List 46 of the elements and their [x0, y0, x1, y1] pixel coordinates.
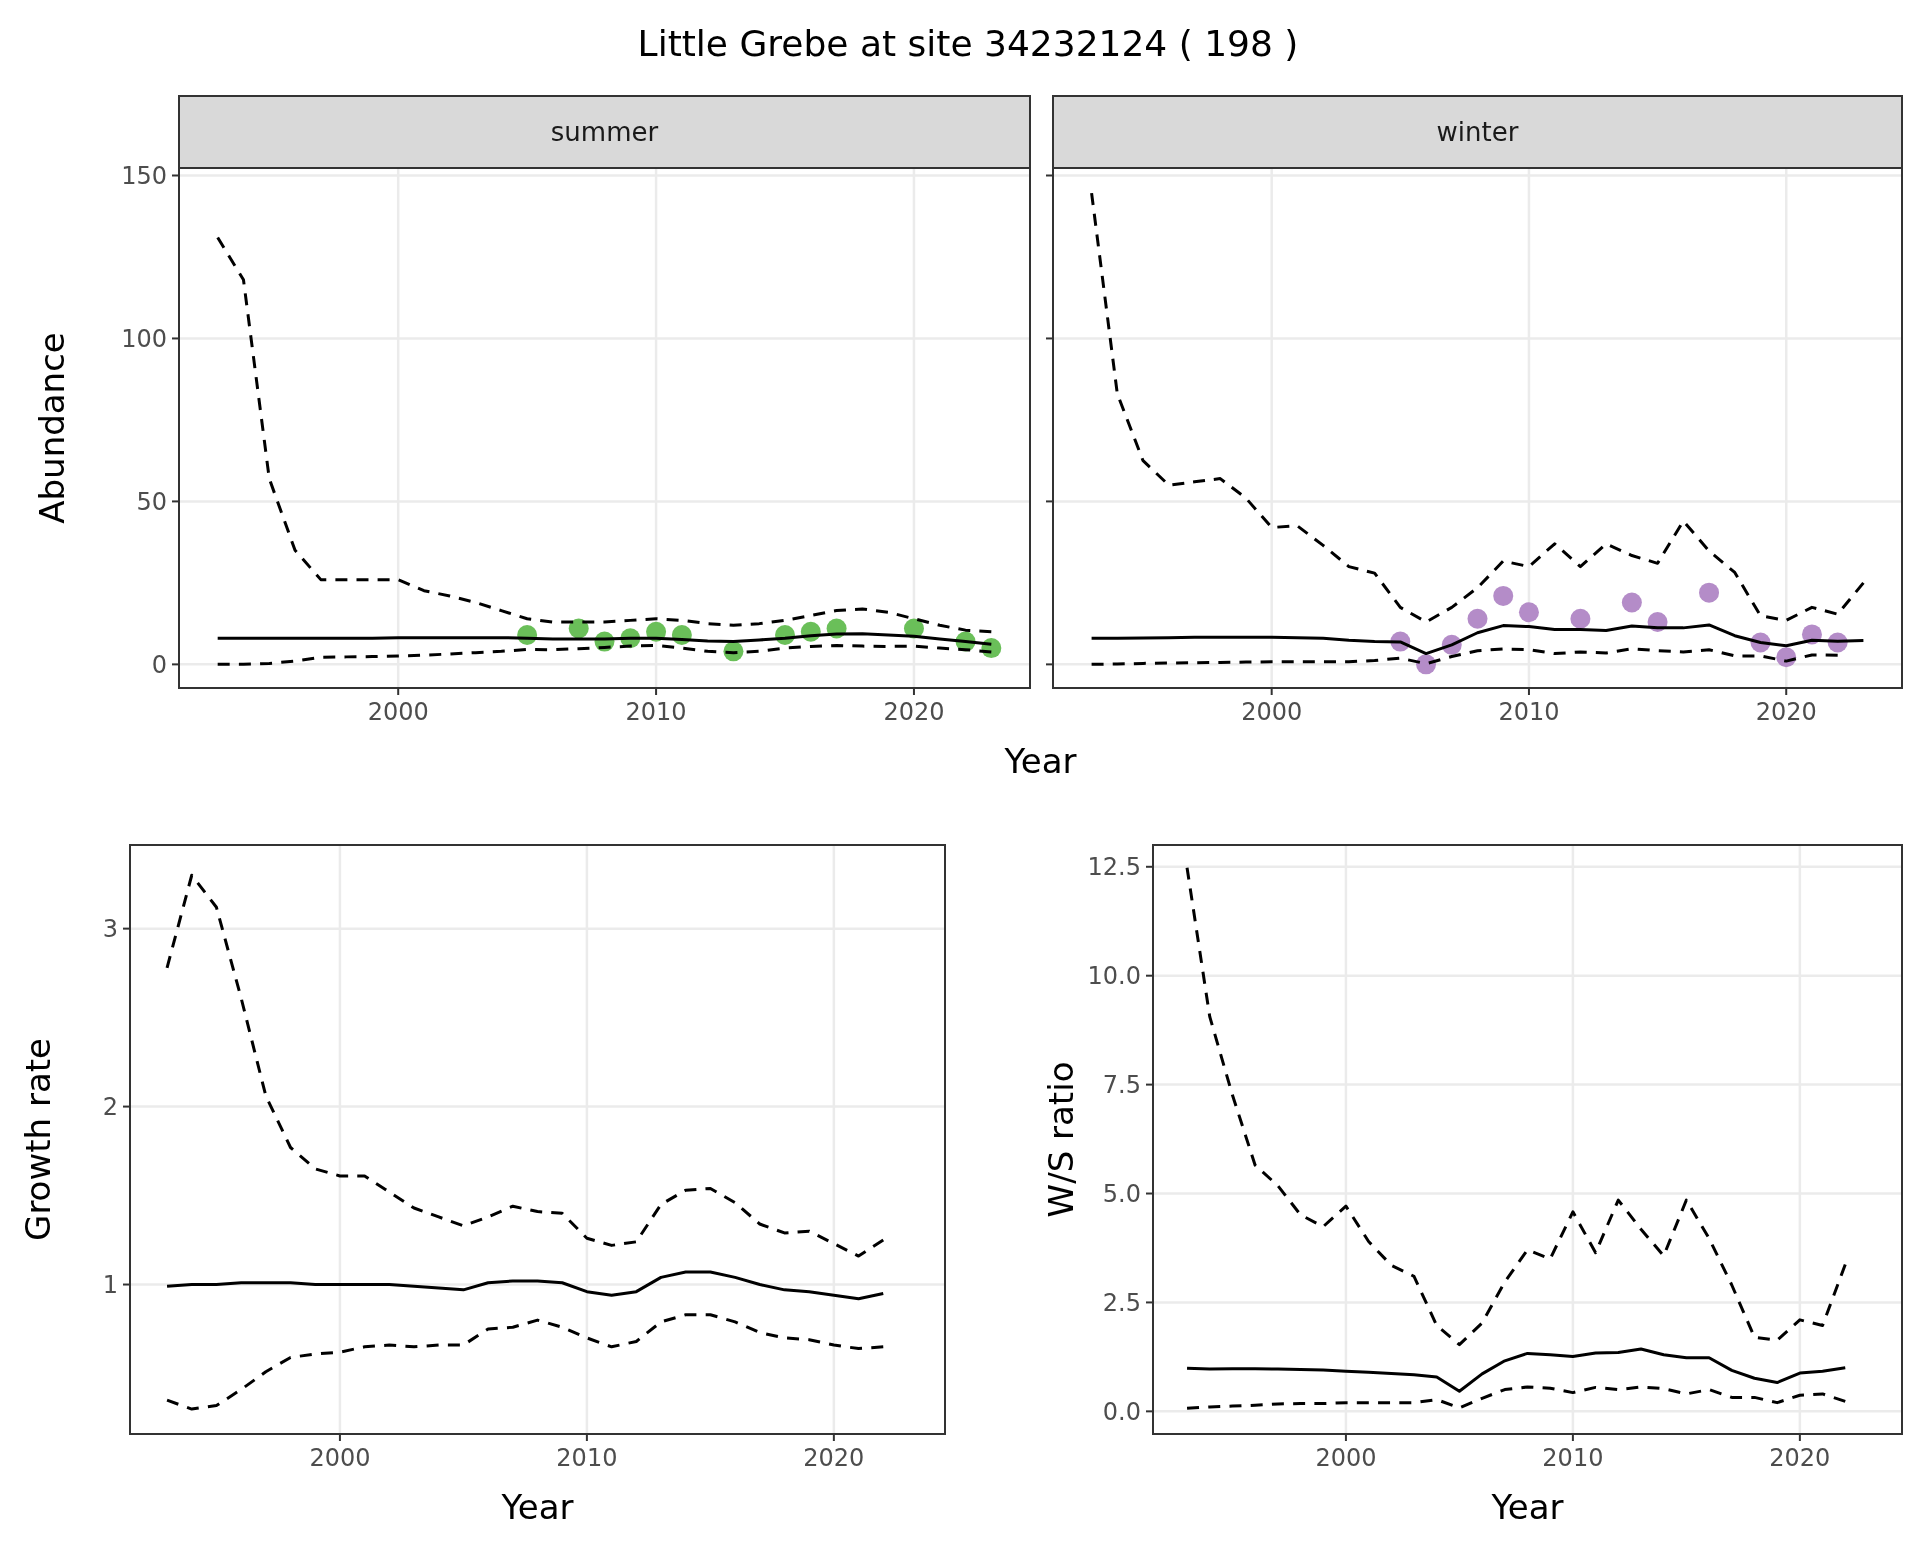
point — [1467, 608, 1488, 629]
y-tick-label: 0 — [151, 650, 167, 679]
y-axis-title: W/S ratio — [1041, 1061, 1081, 1218]
point — [1518, 602, 1539, 623]
point — [1699, 582, 1720, 603]
chart-title: Little Grebe at site 34232124 ( 198 ) — [637, 23, 1299, 64]
line-series — [165, 1313, 885, 1411]
x-tick-label: 2020 — [883, 698, 945, 726]
line-series — [1185, 866, 1847, 1347]
point — [1621, 592, 1642, 613]
x-tick-label: 2010 — [1498, 698, 1560, 726]
x-tick-label: 2020 — [1769, 1444, 1831, 1472]
y-tick-label: 100 — [121, 324, 167, 353]
x-tick-label: 2020 — [803, 1444, 865, 1472]
x-tick-label: 2020 — [1755, 698, 1817, 726]
x-tick-label: 2010 — [556, 1444, 618, 1472]
y-tick-label: 12.5 — [1087, 853, 1141, 882]
y-tick-label: 150 — [121, 161, 167, 190]
line-series — [1185, 1385, 1847, 1410]
y-tick-label: 10.0 — [1087, 962, 1141, 991]
line-series — [1185, 1347, 1847, 1393]
x-tick-label: 2000 — [309, 1444, 371, 1472]
x-axis-title: Year — [500, 1487, 574, 1527]
y-tick-label: 0.0 — [1102, 1397, 1141, 1426]
y-tick-label: 3 — [102, 915, 118, 944]
chart-subtitle: winter — [1436, 117, 1519, 148]
x-tick-label: 2000 — [1315, 1444, 1377, 1472]
point — [1570, 608, 1591, 629]
y-tick-label: 2.5 — [1102, 1288, 1141, 1317]
y-tick-label: 5.0 — [1102, 1179, 1141, 1208]
x-axis-title: Year — [1003, 741, 1077, 781]
y-tick-label: 2 — [102, 1092, 118, 1121]
chart-subtitle: summer — [550, 117, 659, 148]
y-tick-label: 1 — [102, 1270, 118, 1299]
x-tick-label: 2010 — [1542, 1444, 1604, 1472]
x-tick-label: 2000 — [367, 698, 429, 726]
x-tick-label: 2010 — [625, 698, 687, 726]
line-series — [165, 1270, 885, 1301]
y-tick-label: 50 — [136, 487, 167, 516]
y-axis-title: Growth rate — [18, 1038, 58, 1241]
x-axis-title: Year — [1490, 1487, 1564, 1527]
line-series — [165, 873, 885, 1258]
y-axis-title: Abundance — [32, 332, 72, 524]
y-tick-label: 7.5 — [1102, 1071, 1141, 1100]
point — [1493, 585, 1514, 606]
x-tick-label: 2000 — [1241, 698, 1303, 726]
